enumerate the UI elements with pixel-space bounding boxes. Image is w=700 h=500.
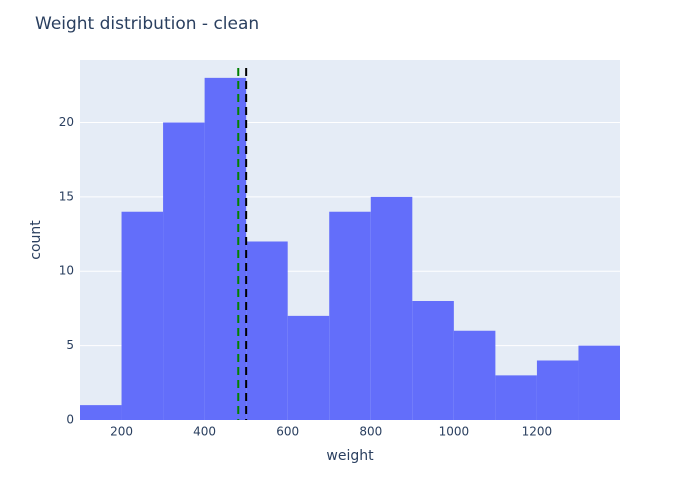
chart-title: Weight distribution - clean: [35, 14, 259, 34]
bar: [204, 77, 247, 420]
x-tick-label: 400: [193, 425, 216, 439]
bar: [329, 211, 371, 420]
x-tick-label: 200: [110, 425, 133, 439]
x-tick-label: 800: [359, 425, 382, 439]
bar: [163, 122, 205, 420]
bar: [121, 211, 164, 420]
x-tick-label: 1000: [439, 425, 470, 439]
y-tick-label: 10: [59, 264, 74, 278]
bar: [578, 345, 620, 420]
x-tick-label: 600: [276, 425, 299, 439]
y-tick-label: 15: [59, 189, 74, 203]
bar: [287, 315, 330, 420]
bar: [453, 330, 496, 420]
bar: [536, 360, 579, 420]
x-axis-title: weight: [326, 448, 374, 464]
bar: [80, 405, 122, 420]
bar: [495, 375, 537, 420]
bar: [370, 196, 413, 420]
y-tick-label: 5: [66, 338, 74, 352]
y-tick-label: 20: [59, 115, 74, 129]
bar: [246, 241, 288, 420]
y-axis-title: count: [28, 220, 44, 260]
x-tick-label: 1200: [522, 425, 553, 439]
y-tick-label: 0: [66, 413, 74, 427]
bar: [412, 300, 454, 420]
